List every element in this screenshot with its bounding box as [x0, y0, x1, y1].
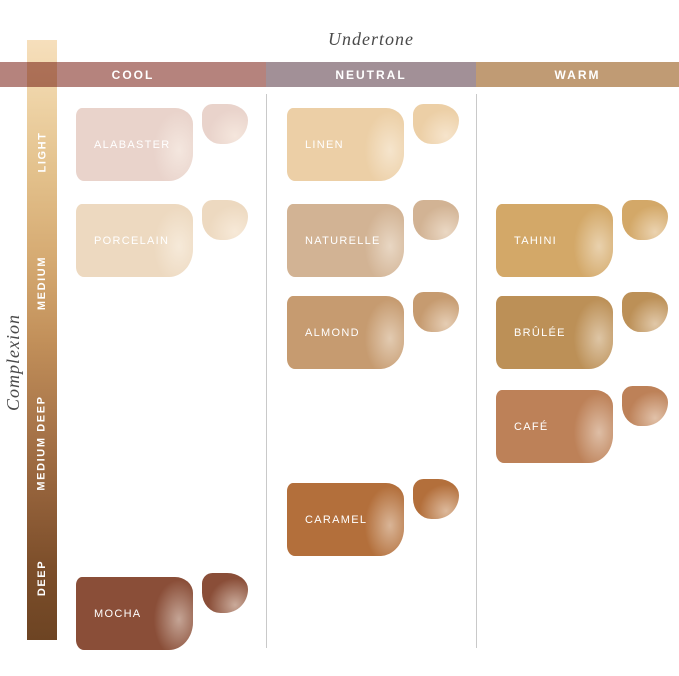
foundation-drop-icon [413, 200, 459, 240]
foundation-drop-icon [413, 292, 459, 332]
undertone-column-neutral-label: NEUTRAL [335, 67, 407, 82]
swatch-cafe-color [496, 390, 613, 463]
foundation-drop-icon [622, 386, 668, 426]
swatch-brulee-label: BRÛLÉE [514, 327, 566, 339]
swatch-almond-label: ALMOND [305, 327, 360, 339]
swatch-mocha-color [76, 577, 193, 650]
swatch-almond-color [287, 296, 404, 369]
swatch-porcelain-label: PORCELAIN [94, 235, 170, 247]
swatch-alabaster-color [76, 108, 193, 181]
foundation-drop-icon [413, 479, 459, 519]
swatch-alabaster: ALABASTER [76, 104, 248, 184]
swatch-tahini-color [496, 204, 613, 277]
swatch-caramel-color [287, 483, 404, 556]
swatch-naturelle-label: NATURELLE [305, 235, 381, 247]
complexion-gradient-bar [27, 40, 57, 640]
undertone-header-bar: COOL NEUTRAL WARM [0, 62, 679, 87]
swatch-porcelain: PORCELAIN [76, 200, 248, 280]
swatch-cafe-label: CAFÉ [514, 421, 549, 433]
swatch-naturelle: NATURELLE [287, 200, 459, 280]
swatch-linen-color [287, 108, 404, 181]
column-divider-cool-neutral [266, 94, 267, 648]
undertone-column-neutral: NEUTRAL [266, 62, 476, 87]
foundation-drop-icon [202, 104, 248, 144]
undertone-column-warm: WARM [476, 62, 679, 87]
swatch-caramel: CARAMEL [287, 479, 459, 559]
swatch-caramel-label: CARAMEL [305, 514, 368, 526]
swatch-cafe: CAFÉ [496, 386, 668, 466]
swatch-mocha: MOCHA [76, 573, 248, 653]
undertone-column-cool-label: COOL [111, 67, 155, 82]
foundation-drop-icon [622, 200, 668, 240]
column-divider-neutral-warm [476, 94, 477, 648]
complexion-level-medium-label: MEDIUM [36, 255, 48, 311]
foundation-drop-icon [202, 573, 248, 613]
swatch-almond: ALMOND [287, 292, 459, 372]
complexion-level-deep-label: DEEP [36, 559, 49, 597]
foundation-drop-icon [413, 104, 459, 144]
complexion-level-light-label: LIGHT [36, 131, 48, 173]
swatch-linen-label: LINEN [305, 139, 344, 151]
undertone-axis-title: Undertone [328, 29, 414, 49]
complexion-level-medium-deep-label: MEDIUM DEEP [36, 395, 48, 491]
foundation-drop-icon [202, 200, 248, 240]
complexion-axis-title-text: Complexion [2, 313, 23, 411]
swatch-porcelain-color [76, 204, 193, 277]
swatch-brulee-color [496, 296, 613, 369]
swatch-linen: LINEN [287, 104, 459, 184]
swatch-naturelle-color [287, 204, 404, 277]
swatch-tahini: TAHINI [496, 200, 668, 280]
foundation-drop-icon [622, 292, 668, 332]
swatch-mocha-label: MOCHA [94, 608, 142, 620]
swatch-brulee: BRÛLÉE [496, 292, 668, 372]
swatch-tahini-label: TAHINI [514, 235, 558, 247]
undertone-column-warm-label: WARM [554, 67, 601, 82]
swatch-alabaster-label: ALABASTER [94, 139, 171, 151]
